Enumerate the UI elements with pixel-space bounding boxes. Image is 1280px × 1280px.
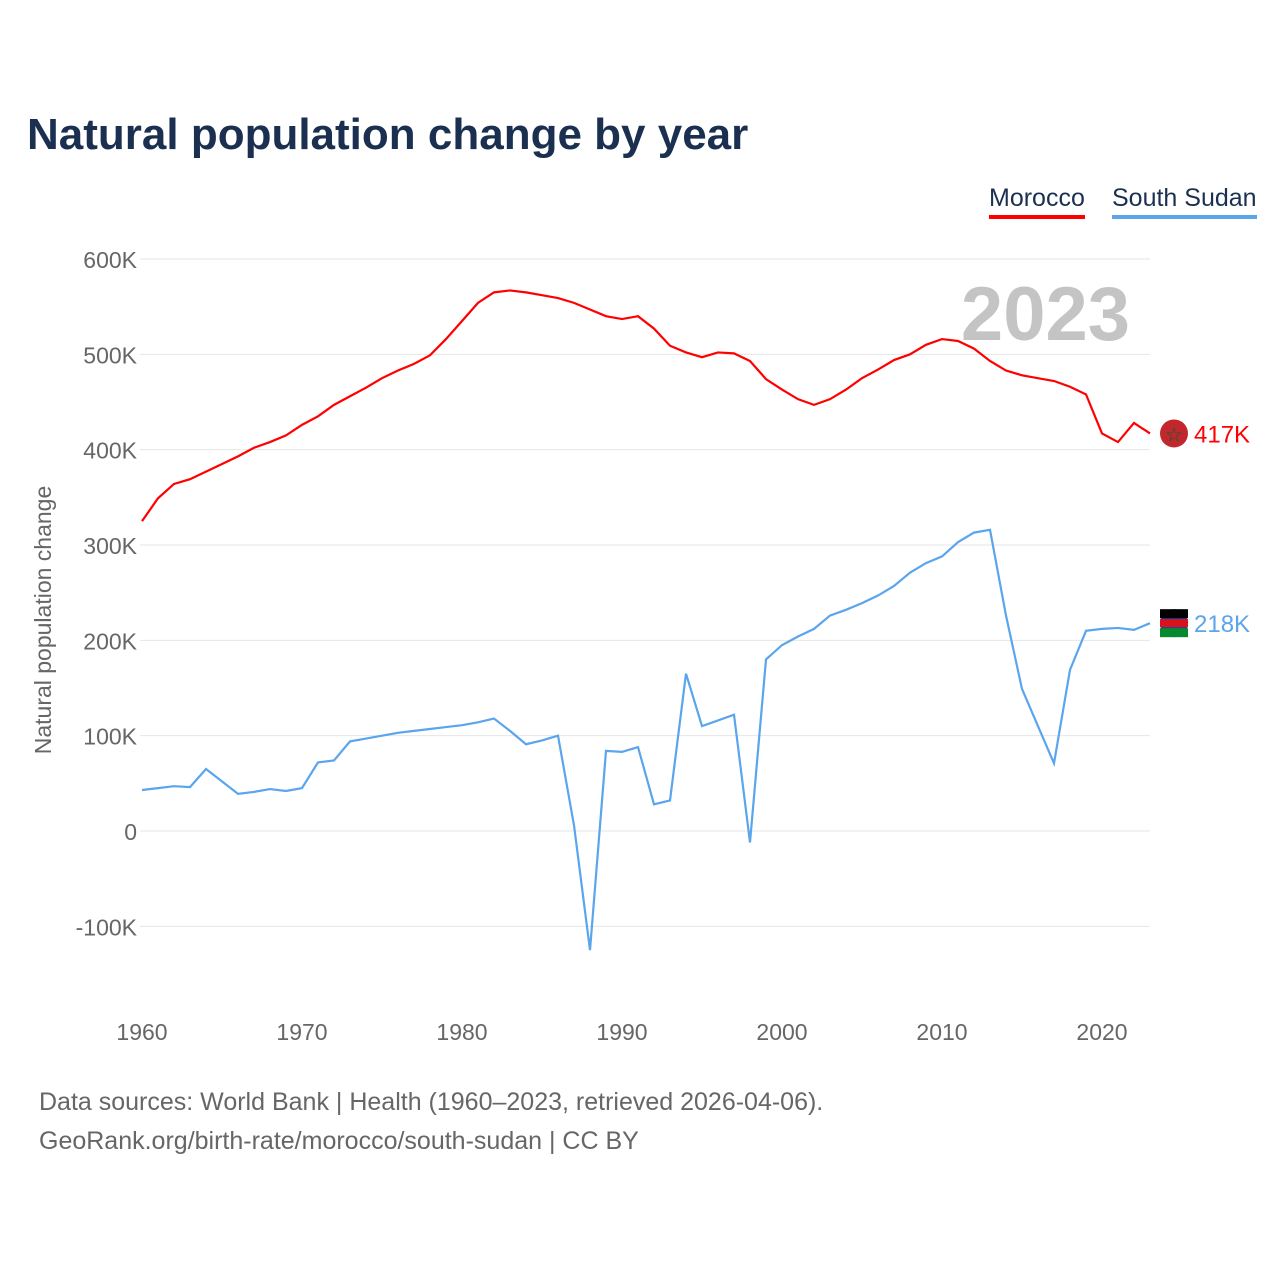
legend-morocco[interactable]: Morocco [989,184,1085,219]
y-tick-label: 100K [83,724,137,750]
flag-stripe [1160,628,1188,638]
footer-sources: Data sources: World Bank | Health (1960–… [39,1088,824,1116]
y-tick-label: 400K [83,438,137,464]
flag-star-icon: ☆ [1165,424,1183,446]
y-tick-label: 500K [83,342,137,368]
flag-stripe [1160,619,1188,628]
legend-south-sudan[interactable]: South Sudan [1112,184,1257,219]
end-value-label: 417K [1194,421,1250,448]
footer-url[interactable]: GeoRank.org/birth-rate/morocco/south-sud… [39,1127,639,1155]
morocco-flag-icon [1160,419,1188,448]
series-line-south-sudan [141,528,1151,951]
year-label: 2023 [961,272,1130,357]
chart-title: Natural population change by year [27,110,749,159]
x-tick-label: 2000 [756,1019,807,1045]
end-value-label: 218K [1194,611,1250,638]
x-tick-label: 1970 [276,1019,327,1045]
x-tick-label: 1990 [596,1019,647,1045]
flag-stripe [1160,609,1188,619]
x-tick-label: 2020 [1076,1019,1127,1045]
y-tick-label: 600K [83,247,137,273]
y-tick-label: -100K [76,914,138,940]
series-line-morocco [141,289,1151,522]
y-tick-label: 300K [83,533,137,559]
y-tick-label: 200K [83,628,137,654]
y-tick-label: 0 [124,819,137,845]
x-tick-label: 1960 [116,1019,167,1045]
y-axis-label: Natural population change [30,486,56,755]
x-tick-label: 1980 [436,1019,487,1045]
x-tick-label: 2010 [916,1019,967,1045]
